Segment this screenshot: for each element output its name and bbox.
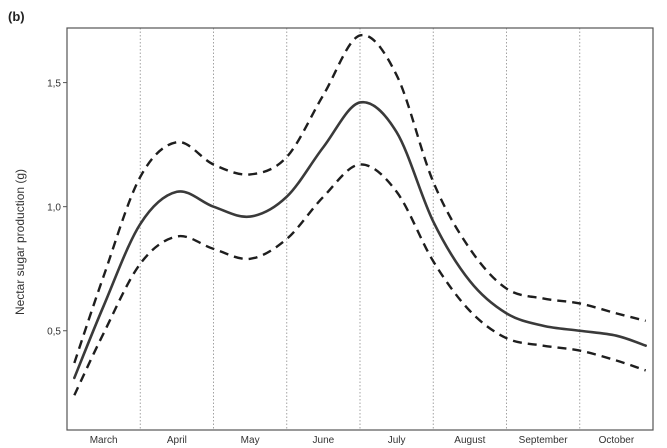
x-tick-label: April xyxy=(167,435,187,446)
series-lines xyxy=(73,33,647,396)
panel-label: (b) xyxy=(8,9,25,24)
x-tick-label: May xyxy=(241,435,260,446)
x-axis-ticks: March April May June July August September Octo… xyxy=(90,435,635,446)
y-tick-label: 1,0 xyxy=(47,203,61,214)
x-tick-label: October xyxy=(599,435,635,446)
x-tick-label: July xyxy=(388,435,406,446)
mean-line xyxy=(73,100,647,380)
lower-bound-line xyxy=(73,163,647,396)
y-axis-ticks: 0,5 1,0 1,5 xyxy=(47,79,67,338)
x-tick-label: March xyxy=(90,435,118,446)
upper-bound-line xyxy=(73,33,646,364)
x-tick-label: September xyxy=(519,435,569,446)
plot-frame xyxy=(66,27,654,431)
grid-lines xyxy=(139,28,581,430)
x-tick-label: June xyxy=(313,435,335,446)
y-axis-label: Nectar sugar production (g) xyxy=(13,169,27,315)
y-tick-label: 0,5 xyxy=(47,327,61,338)
y-tick-label: 1,5 xyxy=(47,79,61,90)
x-tick-label: August xyxy=(454,435,485,446)
